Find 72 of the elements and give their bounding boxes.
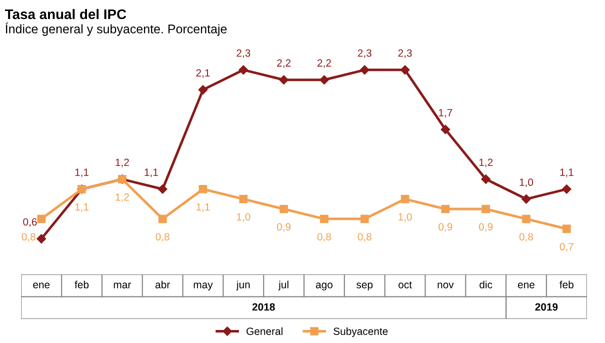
point — [158, 184, 168, 194]
point — [482, 204, 490, 214]
data-label: 1,2 — [479, 158, 493, 168]
point — [158, 214, 167, 224]
legend-label: General — [246, 327, 282, 335]
x-tick-label: dic — [480, 280, 492, 288]
x-tick-label: mar — [114, 282, 131, 288]
point — [360, 65, 370, 75]
x-tick-label: feb — [74, 280, 89, 288]
point — [198, 85, 208, 94]
data-label: 2,2 — [318, 59, 331, 68]
data-label: 0,8 — [156, 233, 170, 242]
data-label: 1,1 — [75, 203, 89, 212]
data-label: 1,1 — [75, 168, 89, 178]
data-label: 2,1 — [196, 69, 210, 78]
text: 2018 — [252, 303, 275, 311]
data-label: 0,8 — [358, 233, 372, 242]
data-label: 1,2 — [116, 158, 129, 168]
data-label: 0,8 — [519, 233, 534, 242]
data-label: 2,3 — [236, 49, 250, 58]
data-label: 0,8 — [317, 233, 332, 242]
data-label: 0,7 — [560, 243, 574, 252]
point — [198, 184, 208, 194]
x-tick-label: ago — [316, 282, 332, 290]
data-label: 1,1 — [144, 168, 158, 178]
point — [239, 194, 248, 204]
x-tick-label: feb — [560, 280, 574, 288]
x-tick-label: abr — [156, 280, 170, 288]
data-label: 1,1 — [560, 168, 574, 178]
point — [280, 204, 288, 214]
x-tick-label: nov — [438, 282, 454, 288]
data-label: 0,9 — [479, 223, 493, 232]
data-label: 1,1 — [196, 203, 210, 212]
data-label: 0,9 — [438, 223, 452, 232]
data-label: 1,2 — [116, 193, 129, 202]
x-tick-label: jun — [236, 280, 250, 290]
point — [360, 214, 369, 224]
data-label: 0,9 — [276, 223, 291, 232]
point — [481, 174, 490, 184]
point — [562, 184, 572, 194]
data-label: 1,0 — [520, 178, 534, 188]
point — [562, 224, 571, 234]
data-label: 1,0 — [236, 213, 250, 222]
chart-subtitle: Índice general y subyacente. Porcentaje — [6, 22, 227, 36]
data-label: 2,3 — [358, 49, 372, 58]
point — [238, 65, 248, 75]
text: 2019 — [535, 303, 558, 311]
data-label: 2,3 — [398, 49, 412, 58]
x-tick-label: oct — [398, 282, 412, 288]
data-label: 0,6 — [23, 218, 37, 227]
chart-title: Tasa anual del IPC — [4, 8, 126, 20]
x-tick-label: jul — [278, 280, 288, 290]
point — [522, 214, 530, 224]
point — [441, 204, 450, 214]
point — [440, 124, 450, 134]
point — [320, 75, 329, 84]
point — [320, 214, 328, 224]
point — [279, 75, 288, 84]
data-label: 1,0 — [398, 213, 412, 222]
data-label: 1,7 — [438, 109, 452, 118]
x-tick-label: ene — [518, 282, 534, 288]
legend-label: Subyacente — [334, 327, 388, 338]
x-tick-label: may — [194, 282, 213, 290]
data-label: 0,8 — [22, 233, 36, 242]
point — [37, 214, 46, 224]
point — [400, 194, 410, 204]
point — [400, 65, 410, 75]
point — [522, 194, 531, 204]
x-tick-label: sep — [356, 282, 373, 290]
x-tick-label: ene — [33, 282, 50, 288]
data-label: 2,2 — [277, 59, 291, 68]
point — [36, 234, 46, 244]
